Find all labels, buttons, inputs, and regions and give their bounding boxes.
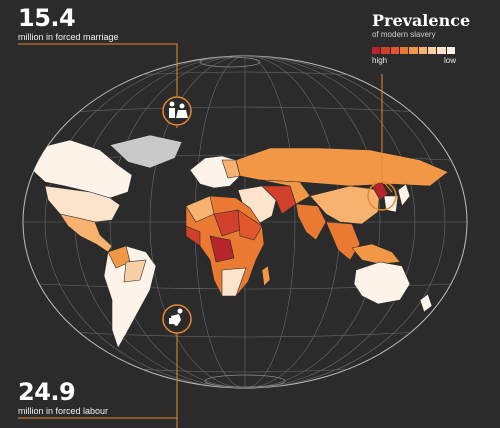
madagascar-region <box>261 265 271 287</box>
north-america-north-region <box>31 139 133 199</box>
china-region <box>309 185 381 225</box>
legend-swatch-7 <box>437 47 446 54</box>
legend-swatch-3 <box>399 47 409 54</box>
north-korea-marker <box>367 181 397 211</box>
forced-marriage-stat: 15.4 million in forced marriage <box>18 6 119 43</box>
labour-icon <box>162 304 192 334</box>
legend-swatch-0 <box>372 47 381 54</box>
forced-labour-label: million in forced labour <box>18 406 109 416</box>
central-america-region <box>59 213 113 253</box>
marriage-icon <box>162 96 192 126</box>
legend-subtitle: of modern slavery <box>372 30 436 39</box>
india-region <box>295 203 327 241</box>
legend-swatch-4 <box>409 47 418 54</box>
legend-swatch-5 <box>418 47 427 54</box>
southeast-asia-region <box>325 221 361 261</box>
japan-region <box>397 183 411 207</box>
north-korea-region <box>371 181 389 201</box>
australia-region <box>353 261 411 305</box>
legend-color-scale <box>372 47 456 54</box>
legend-title: Prevalence <box>372 11 471 30</box>
central-asia-region <box>259 179 311 205</box>
legend-swatch-1 <box>381 47 390 54</box>
forced-labour-stat: 24.9 million in forced labour <box>18 380 108 417</box>
forced-marriage-value: 15.4 <box>18 4 76 32</box>
legend-low-label: low <box>443 56 456 65</box>
legend-swatch-2 <box>390 47 399 54</box>
legend-swatch-8 <box>446 47 455 54</box>
forced-marriage-label: million in forced marriage <box>18 32 119 42</box>
south-america-region <box>103 245 157 349</box>
callout-lines <box>18 43 393 428</box>
usa-region <box>44 185 121 223</box>
legend-high-label: high <box>372 56 388 65</box>
prevalence-legend: Prevalence of modern slavery high low <box>372 12 482 65</box>
legend-swatch-6 <box>427 47 437 54</box>
greenland-region <box>109 134 183 169</box>
forced-labour-value: 24.9 <box>18 378 76 406</box>
